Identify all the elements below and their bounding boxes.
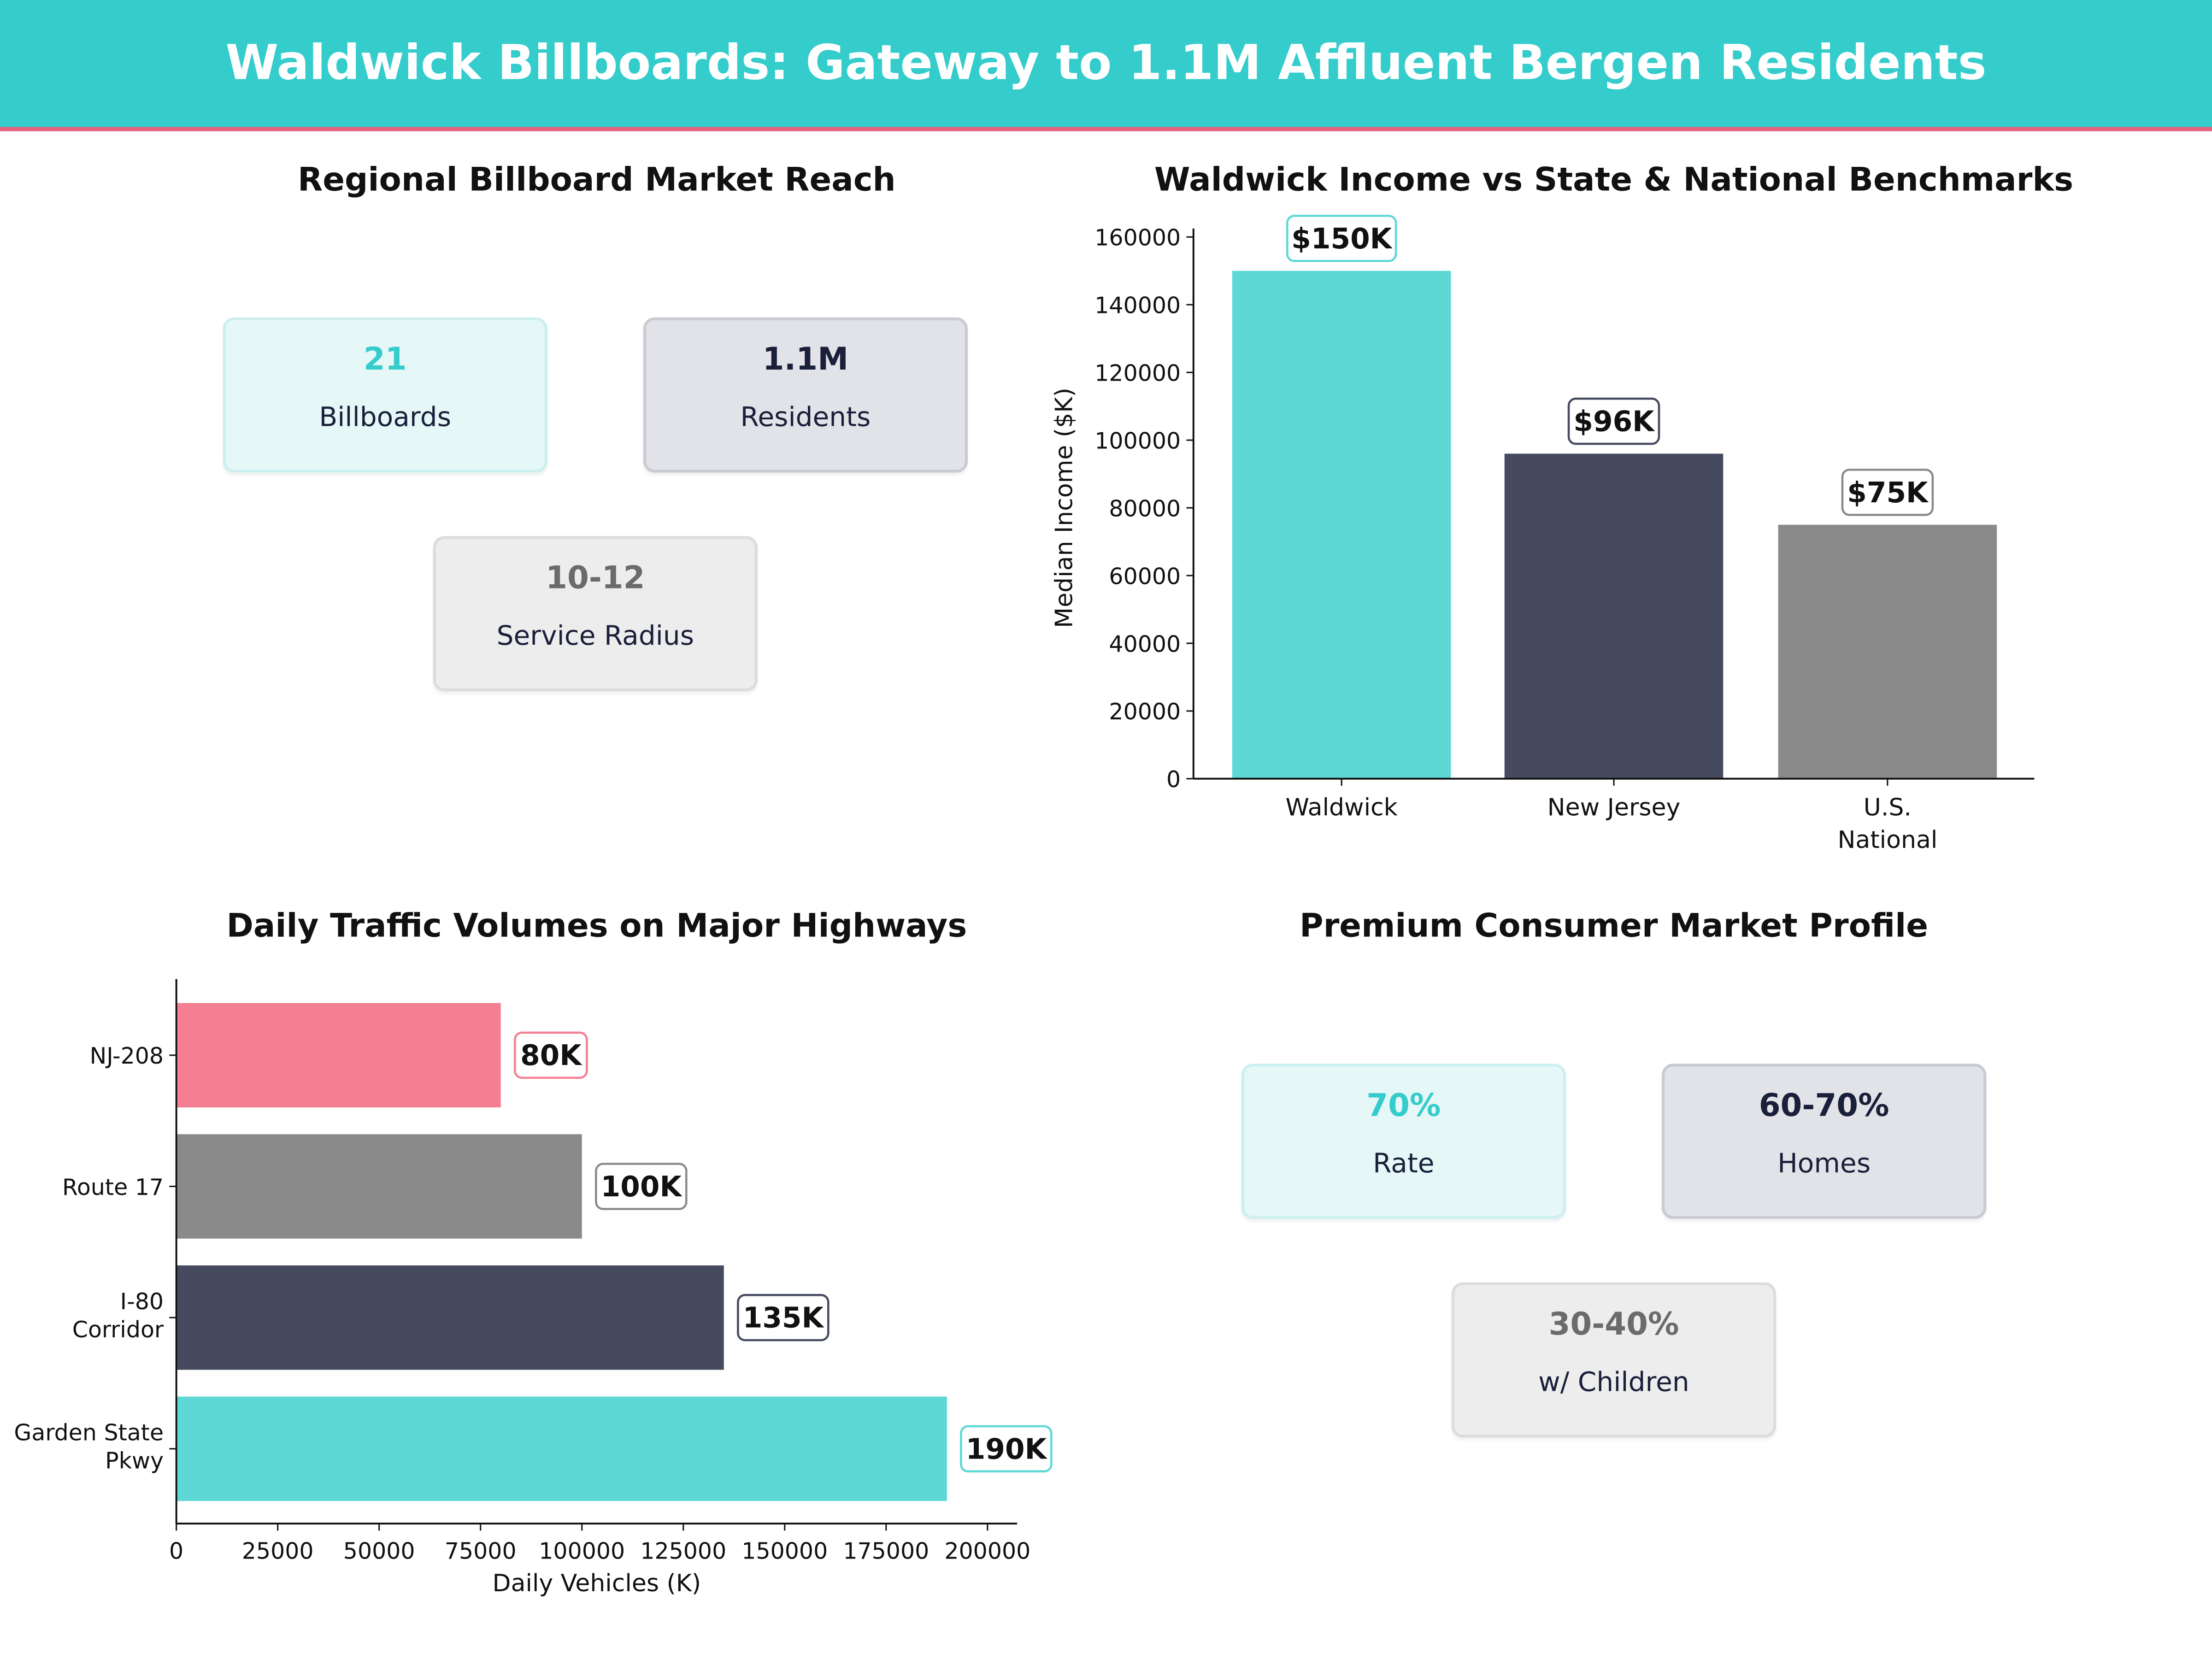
y-tick-label: 20000 bbox=[1109, 699, 1181, 725]
x-tick-label: 150000 bbox=[741, 1538, 828, 1565]
data-label: $96K bbox=[1573, 406, 1655, 438]
card-value: 1.1M bbox=[762, 342, 849, 378]
reach-panel-title: Regional Billboard Market Reach bbox=[298, 162, 896, 199]
profile-panel-title: Premium Consumer Market Profile bbox=[1299, 908, 1929, 946]
data-label: 135K bbox=[743, 1302, 825, 1335]
y-tick-label: 140000 bbox=[1094, 293, 1181, 319]
y-tick-label: Garden State bbox=[14, 1419, 164, 1446]
rate-card: 70% Rate bbox=[1241, 1064, 1566, 1219]
bar-new-jersey bbox=[1504, 453, 1724, 779]
data-label-box bbox=[737, 1294, 830, 1341]
bar-u-s-national bbox=[1778, 524, 1997, 779]
card-value: 60-70% bbox=[1759, 1089, 1889, 1124]
data-label-box bbox=[514, 1031, 588, 1079]
data-label-box bbox=[960, 1425, 1053, 1473]
children-card: 30-40% w/ Children bbox=[1451, 1282, 1777, 1438]
income-chart-title: Waldwick Income vs State & National Benc… bbox=[1154, 162, 2074, 199]
card-label: Rate bbox=[1373, 1148, 1435, 1180]
data-label-box bbox=[1286, 215, 1397, 262]
service-radius-card: 10-12 Service Radius bbox=[433, 536, 758, 691]
homes-card: 60-70% Homes bbox=[1662, 1064, 1987, 1219]
y-axis-label: Median Income ($K) bbox=[1051, 388, 1078, 628]
billboards-card: 21 Billboards bbox=[223, 317, 547, 473]
card-label: w/ Children bbox=[1538, 1367, 1689, 1398]
x-tick-label: Waldwick bbox=[1286, 794, 1398, 821]
card-value: 70% bbox=[1366, 1089, 1441, 1124]
header-banner: Waldwick Billboards: Gateway to 1.1M Aff… bbox=[0, 0, 2212, 131]
x-tick-label: 0 bbox=[169, 1538, 183, 1565]
data-label: $150K bbox=[1291, 223, 1393, 255]
bar-waldwick bbox=[1232, 271, 1451, 779]
data-label-box bbox=[1567, 397, 1660, 445]
y-tick-label: 100000 bbox=[1094, 428, 1181, 454]
data-label: 80K bbox=[520, 1039, 582, 1072]
y-tick-label: I-80 bbox=[120, 1288, 164, 1315]
y-tick-label: 120000 bbox=[1094, 360, 1181, 387]
y-tick-label: Route 17 bbox=[62, 1174, 164, 1200]
card-label: Billboards bbox=[319, 402, 452, 433]
y-tick-label: NJ-208 bbox=[90, 1043, 164, 1069]
y-tick-label: 160000 bbox=[1094, 225, 1181, 251]
card-value: 30-40% bbox=[1548, 1307, 1679, 1343]
data-label-box bbox=[1841, 469, 1934, 516]
y-tick-label: 80000 bbox=[1109, 495, 1181, 522]
x-tick-label: 125000 bbox=[640, 1538, 726, 1565]
page-title: Waldwick Billboards: Gateway to 1.1M Aff… bbox=[225, 35, 1987, 92]
x-tick-label: 100000 bbox=[539, 1538, 625, 1565]
bar-garden-state-pkwy bbox=[176, 1396, 947, 1501]
y-tick-label: 0 bbox=[1166, 766, 1181, 793]
bar-route-17 bbox=[176, 1134, 582, 1239]
card-label: Service Radius bbox=[496, 620, 694, 652]
card-label: Homes bbox=[1777, 1148, 1871, 1180]
data-label: 100K bbox=[601, 1171, 683, 1203]
residents-card: 1.1M Residents bbox=[643, 317, 968, 473]
x-tick-label: New Jersey bbox=[1547, 794, 1681, 821]
x-tick-label: U.S. bbox=[1864, 794, 1912, 821]
data-label: 190K bbox=[966, 1433, 1048, 1465]
y-tick-label: Pkwy bbox=[105, 1448, 164, 1474]
y-tick-label: 60000 bbox=[1109, 563, 1181, 589]
card-label: Residents bbox=[740, 402, 871, 433]
bar-i-80-corridor bbox=[176, 1265, 724, 1370]
x-tick-label: 75000 bbox=[445, 1538, 517, 1565]
x-axis-label: Daily Vehicles (K) bbox=[493, 1570, 701, 1597]
data-label: $75K bbox=[1847, 477, 1929, 509]
x-tick-label: 50000 bbox=[343, 1538, 415, 1565]
x-tick-label: 200000 bbox=[944, 1538, 1030, 1565]
card-value: 10-12 bbox=[546, 561, 645, 597]
data-label-box bbox=[595, 1163, 688, 1210]
x-tick-label: 175000 bbox=[843, 1538, 929, 1565]
y-tick-label: 40000 bbox=[1109, 631, 1181, 657]
bar-nj-208 bbox=[176, 1003, 501, 1108]
card-value: 21 bbox=[363, 342, 407, 378]
traffic-chart-title: Daily Traffic Volumes on Major Highways bbox=[226, 908, 967, 946]
x-tick-label: National bbox=[1837, 826, 1937, 854]
x-tick-label: 25000 bbox=[242, 1538, 314, 1565]
y-tick-label: Corridor bbox=[72, 1317, 164, 1343]
